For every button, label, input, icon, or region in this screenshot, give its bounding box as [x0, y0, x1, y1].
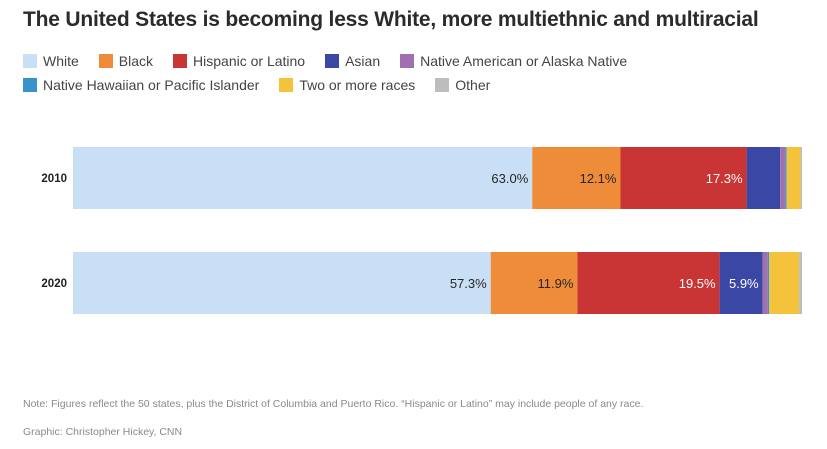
- legend-label: Native Hawaiian or Pacific Islander: [43, 77, 260, 93]
- legend-item: White: [23, 53, 79, 69]
- bar-segment: [719, 252, 763, 314]
- legend-item: Two or more races: [279, 77, 415, 93]
- legend-label: Native American or Alaska Native: [420, 53, 628, 69]
- bar-segment: [800, 147, 802, 209]
- legend-swatch: [279, 78, 294, 92]
- data-label: 63.0%: [491, 171, 528, 186]
- legend-swatch: [23, 78, 37, 92]
- legend-row: White Black Hispanic or Latino Asian Native …: [23, 50, 803, 72]
- data-label: 12.1%: [580, 171, 617, 186]
- legend-swatch: [400, 54, 415, 68]
- category-label: 2010: [41, 173, 67, 185]
- chart-title: The United States is becoming less White…: [23, 8, 759, 31]
- bar-segment: [746, 147, 781, 209]
- bar-segment: [490, 252, 578, 314]
- bar-segment: [769, 252, 800, 314]
- bar-segment: [73, 252, 491, 314]
- legend: White Black Hispanic or Latino Asian Native …: [23, 50, 803, 98]
- bar-segment: [785, 147, 787, 209]
- bar-segment: [577, 252, 720, 314]
- legend-item: Asian: [325, 53, 380, 69]
- legend-label: Asian: [345, 53, 381, 69]
- legend-swatch: [435, 78, 450, 92]
- legend-item: Hispanic or Latino: [173, 53, 305, 69]
- bar-segment: [799, 252, 802, 314]
- legend-item: Other: [435, 77, 490, 93]
- data-label: 57.3%: [450, 276, 487, 291]
- legend-row: Native Hawaiian or Pacific Islander Two o…: [23, 74, 803, 96]
- bar-segment: [786, 147, 801, 209]
- legend-swatch: [23, 54, 37, 68]
- legend-label: Black: [118, 53, 154, 69]
- legend-label: Other: [455, 77, 491, 93]
- data-label: 19.5%: [679, 276, 716, 291]
- bar-segment: [762, 252, 768, 314]
- legend-swatch: [173, 54, 188, 68]
- chart-note: Note: Figures reflect the 50 states, plu…: [23, 398, 644, 410]
- stacked-bar-chart: 2010 63.0% 12.1% 17.3% 2020 57.3% 11.9% 19.5% 5.…: [41, 147, 802, 314]
- legend-item: Native Hawaiian or Pacific Islander: [23, 77, 259, 93]
- data-label: 11.9%: [538, 276, 574, 291]
- legend-swatch: [98, 54, 113, 68]
- legend-label: White: [43, 53, 79, 69]
- bar-segment: [620, 147, 747, 209]
- bar-segment: [73, 147, 533, 209]
- data-label: 5.9%: [729, 276, 759, 291]
- bar-segment: [532, 147, 621, 209]
- legend-item: Native American or Alaska Native: [400, 53, 627, 69]
- bar-segment: [767, 252, 770, 314]
- chart-credit: Graphic: Christopher Hickey, CNN: [23, 426, 183, 438]
- legend-item: Black: [98, 53, 154, 69]
- bar-segment: [780, 147, 786, 209]
- category-label: 2020: [41, 278, 67, 290]
- legend-swatch: [325, 54, 340, 68]
- legend-label: Hispanic or Latino: [193, 53, 306, 69]
- data-label: 17.3%: [706, 171, 743, 186]
- legend-label: Two or more races: [299, 77, 416, 93]
